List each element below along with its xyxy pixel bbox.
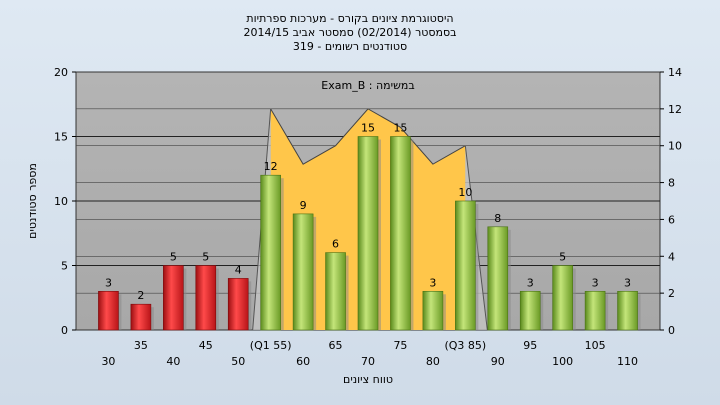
x-tick-label: 50 [231, 355, 245, 368]
bar-value-label: 3 [105, 276, 112, 289]
chart-title-line-3: סטודנטים רשומים - 319 [293, 40, 407, 53]
bar [617, 290, 638, 331]
bars [98, 136, 641, 331]
bar [357, 136, 379, 331]
x-tick-label: 35 [134, 339, 148, 352]
y2-tick-label: 0 [668, 324, 675, 337]
y2-tick-label: 14 [668, 66, 682, 79]
y2-axis-ticks: 0 2 4 6 8 10 12 14 [660, 66, 682, 337]
bar-value-label: 15 [393, 122, 407, 135]
y2-tick-label: 12 [668, 103, 682, 116]
x-tick-label: 100 [552, 355, 573, 368]
bar-value-label: 3 [527, 276, 534, 289]
area-outline [270, 108, 466, 165]
y-tick-label: 15 [54, 131, 68, 144]
y-tick-label: 5 [61, 260, 68, 273]
bar-value-label: 2 [137, 289, 144, 302]
bar [163, 265, 184, 331]
bar-value-label: 10 [458, 186, 472, 199]
x-axis-title: טווח ציונים [343, 373, 393, 386]
bar-value-label: 12 [264, 160, 278, 173]
y-axis-title: מספר סטודנטים [26, 163, 39, 239]
y-tick-label: 0 [61, 324, 68, 337]
x-tick-label: 75 [393, 339, 407, 352]
x-tick-label: 95 [523, 339, 537, 352]
bar-value-label: 15 [361, 122, 375, 135]
bar-value-label: 6 [332, 238, 339, 251]
bar-value-labels: 3 2 5 5 4 12 9 6 15 15 3 10 8 3 5 3 3 [105, 122, 631, 303]
y-tick-label: 20 [54, 66, 68, 79]
y-tick-label: 10 [54, 195, 68, 208]
bar [519, 290, 541, 331]
bar-value-label: 9 [300, 199, 307, 212]
x-tick-label: 90 [491, 355, 505, 368]
bar [260, 174, 281, 331]
x-axis-ticks: 30 35 40 45 50 (Q1 55) 60 65 70 75 80 (Q3 85) 90 95 10… [101, 339, 638, 368]
chart-title-line-2: בסמסטר (02/2014) סמסטר אביב 2014/15 [243, 26, 456, 39]
bar [227, 278, 249, 331]
x-tick-label: 65 [329, 339, 343, 352]
x-tick-label: (Q1 55) [250, 339, 292, 352]
bar [552, 265, 573, 331]
y2-tick-label: 6 [668, 213, 675, 226]
bar-value-label: 4 [235, 263, 242, 276]
bar [455, 200, 476, 331]
bar [292, 213, 314, 331]
bar [195, 265, 217, 331]
chart-annotation: במשימה : Exam_B [321, 79, 414, 92]
x-tick-label: 110 [617, 355, 638, 368]
chart-title-line-1: היסטוגרמת ציונים בקורס - מערכות ספרתיות [246, 12, 453, 25]
bar [98, 290, 119, 331]
bar [422, 290, 444, 331]
y2-tick-label: 4 [668, 250, 675, 263]
x-tick-label: 70 [361, 355, 375, 368]
bar [325, 252, 346, 331]
x-tick-label: 45 [199, 339, 213, 352]
bar-value-label: 3 [429, 276, 436, 289]
bar-value-label: 3 [624, 276, 631, 289]
bar-value-label: 5 [559, 251, 566, 264]
bar [130, 303, 152, 331]
x-tick-label: 40 [166, 355, 180, 368]
bar-value-label: 5 [202, 251, 209, 264]
x-tick-label: (Q3 85) [444, 339, 486, 352]
bar-value-label: 8 [494, 212, 501, 225]
x-tick-label: 105 [585, 339, 606, 352]
x-tick-label: 60 [296, 355, 310, 368]
y2-tick-label: 8 [668, 177, 675, 190]
x-tick-label: 30 [101, 355, 115, 368]
bar [390, 136, 411, 331]
bar [487, 226, 509, 331]
y2-tick-label: 2 [668, 287, 675, 300]
bar-value-label: 5 [170, 251, 177, 264]
y-axis-ticks: 0 5 10 15 20 [54, 66, 76, 337]
bar [584, 290, 606, 331]
y2-tick-label: 10 [668, 140, 682, 153]
x-tick-label: 80 [426, 355, 440, 368]
bar-value-label: 3 [592, 276, 599, 289]
